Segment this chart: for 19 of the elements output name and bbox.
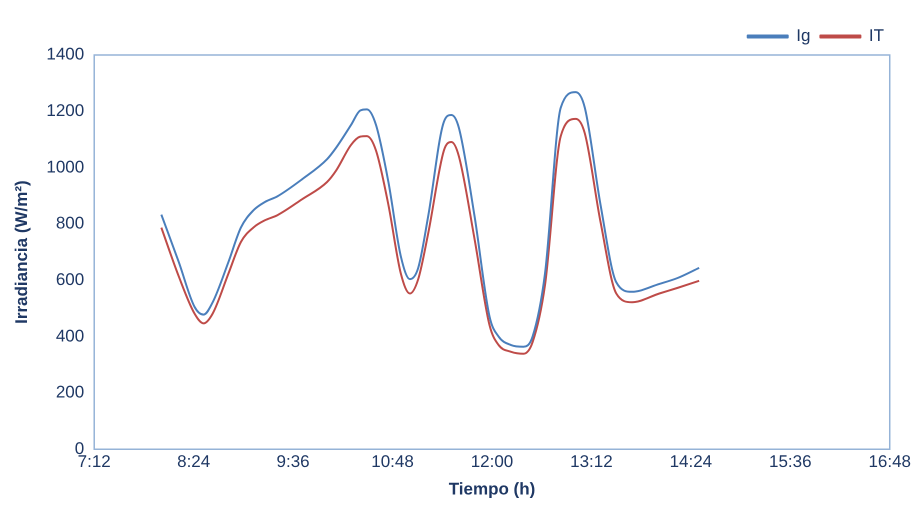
x-tick-label: 15:36 [769, 452, 812, 472]
y-tick-label: 1000 [46, 157, 84, 176]
y-axis-title: Irradiancia (W/m²) [12, 180, 31, 324]
y-tick-label: 1400 [46, 44, 84, 64]
y-tick-label: 1200 [46, 101, 84, 120]
legend-label: Ig [796, 26, 810, 46]
x-tick-label: 8:24 [177, 452, 210, 472]
x-tick-label: 14:24 [670, 452, 712, 472]
y-tick-label: 200 [56, 382, 84, 402]
y-tick-label: 800 [56, 214, 84, 233]
x-tick-label: 13:12 [570, 452, 613, 472]
x-tick-label: 12:00 [470, 452, 514, 472]
y-tick-label: 400 [56, 326, 84, 346]
x-tick-label: 9:36 [276, 452, 310, 472]
x-axis-title: Tiempo (h) [448, 479, 536, 498]
x-tick-label: 16:48 [868, 452, 912, 472]
legend-label: IT [868, 26, 884, 46]
y-tick-label: 600 [56, 270, 84, 289]
x-tick-label: 10:48 [371, 452, 414, 472]
